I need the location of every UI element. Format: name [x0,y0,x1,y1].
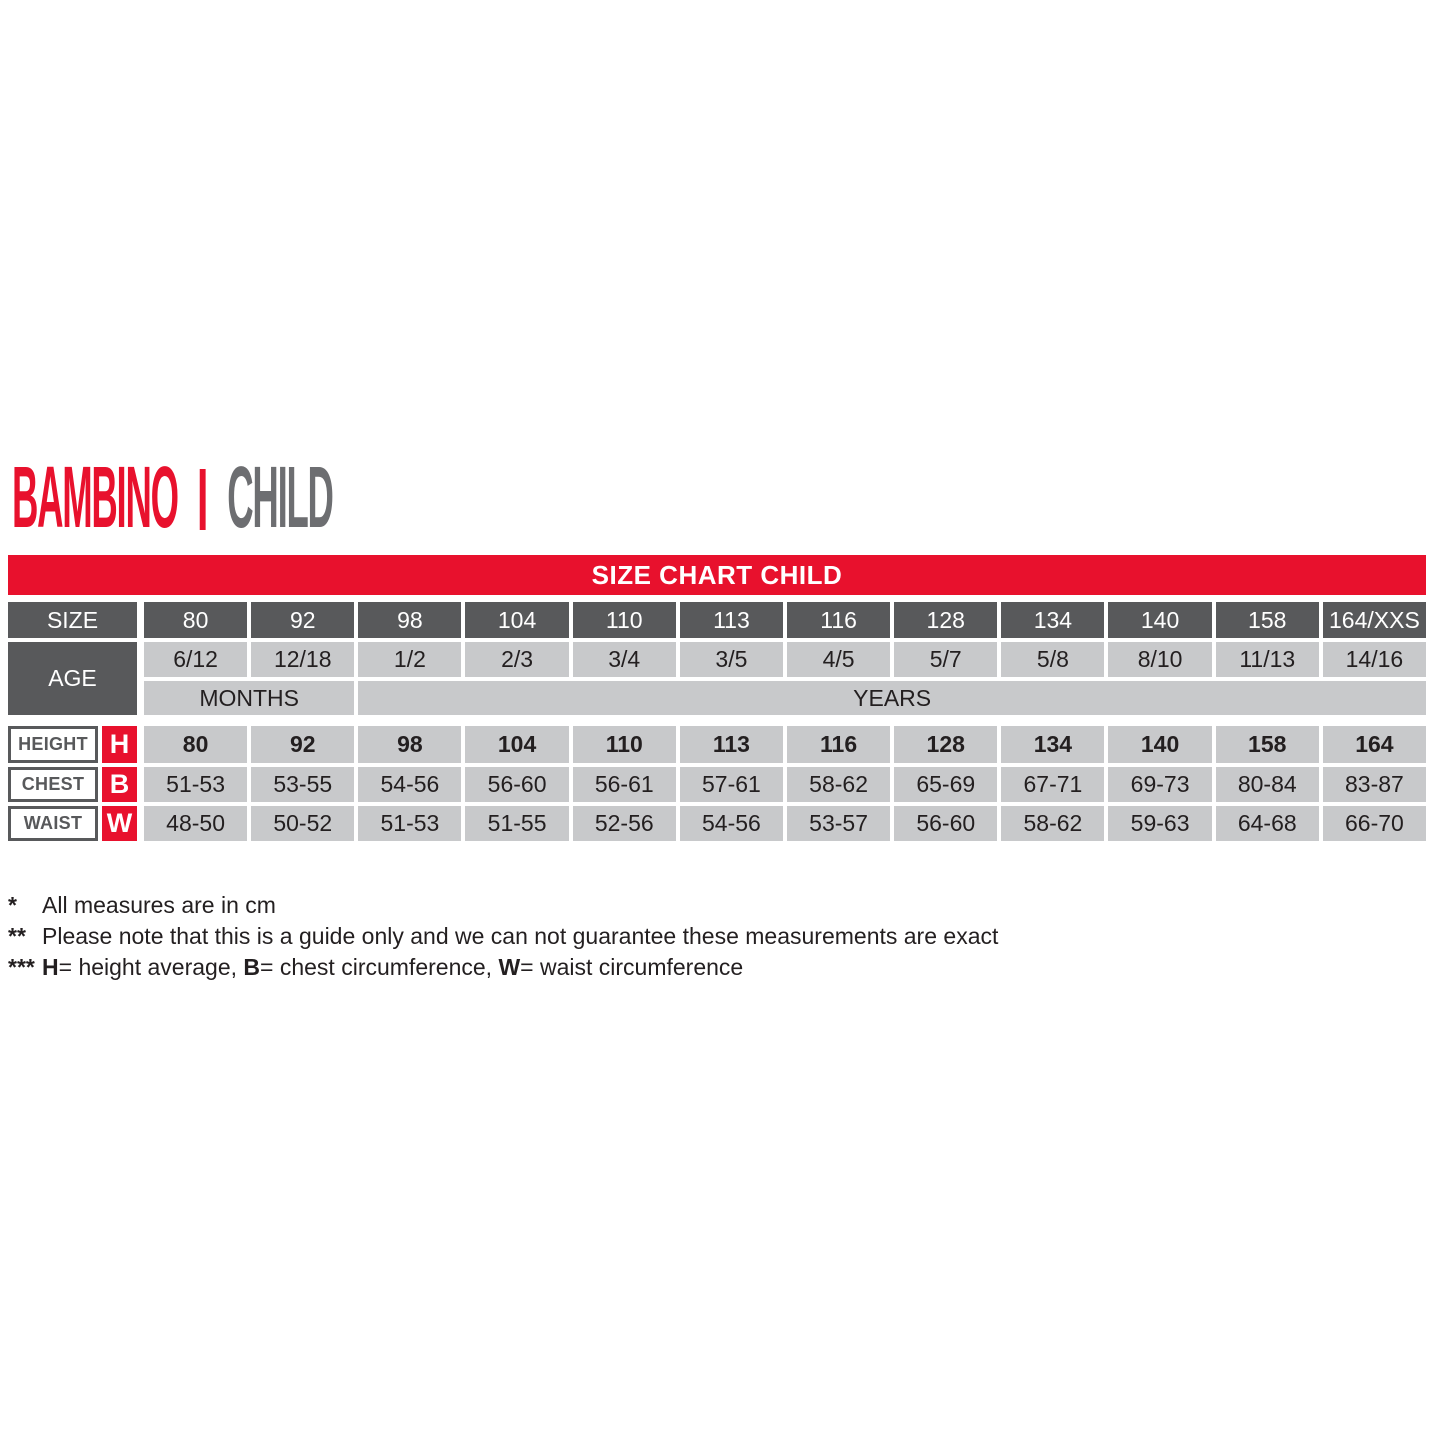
waist-cell: 59-63 [1108,806,1212,841]
age-cell: 3/4 [572,642,676,677]
footnote-legend: *** H= height average, B= chest circumfe… [8,952,1426,983]
footnotes: * All measures are in cm ** Please note … [8,890,1426,983]
height-cell: 104 [465,726,569,763]
age-cell: 5/7 [894,642,998,677]
waist-cell: 53-57 [786,806,891,841]
size-chart-banner: SIZE CHART CHILD [8,555,1426,595]
age-cell: 4/5 [786,642,891,677]
size-cell: 116 [786,602,891,638]
chest-cell: 58-62 [786,767,891,802]
size-cell: 134 [1001,602,1105,638]
height-label: HEIGHT [8,726,98,763]
height-cell: 140 [1108,726,1212,763]
content-area: BAMBINO CHILD SIZE CHART CHILD SIZE 80 9… [8,449,1426,983]
size-cell: 92 [251,602,355,638]
chest-cell: 54-56 [358,767,462,802]
size-cell: 128 [894,602,998,638]
footnote-marker: ** [8,923,26,949]
age-cell: 3/5 [679,642,783,677]
size-age-table: SIZE 80 92 98 104 110 113 116 128 134 14… [8,602,1426,715]
footnote-guide-only: ** Please note that this is a guide only… [8,921,1426,952]
age-cell: 11/13 [1215,642,1319,677]
age-cell: 1/2 [358,642,462,677]
waist-letter-badge: W [102,806,137,841]
waist-cell: 48-50 [144,806,248,841]
chest-cell: 69-73 [1108,767,1212,802]
title-translation: CHILD [227,449,334,546]
chest-cell: 67-71 [1001,767,1105,802]
footnote-marker: * [8,892,17,918]
size-cell: 80 [144,602,248,638]
footnote-text: H= height average, B= chest circumferenc… [42,954,744,980]
age-cell: 2/3 [465,642,569,677]
size-cell: 104 [465,602,569,638]
height-cell: 128 [894,726,998,763]
height-cell: 113 [679,726,783,763]
chest-cell: 56-61 [572,767,676,802]
footnote-marker: *** [8,954,35,980]
waist-cell: 50-52 [251,806,355,841]
height-cell: 110 [572,726,676,763]
age-cell: 12/18 [251,642,355,677]
page-title: BAMBINO CHILD [12,449,606,546]
waist-cell: 56-60 [894,806,998,841]
chest-cell: 56-60 [465,767,569,802]
years-band: YEARS [358,681,1426,715]
age-header: AGE [8,642,137,715]
chest-cell: 83-87 [1322,767,1426,802]
measurements-table: HEIGHT H 80 92 98 104 110 113 116 128 13… [8,726,1426,841]
chest-cell: 80-84 [1215,767,1319,802]
waist-label: WAIST [8,806,98,841]
height-cell: 158 [1215,726,1319,763]
waist-cell: 66-70 [1322,806,1426,841]
age-cell: 5/8 [1001,642,1105,677]
size-cell: 140 [1108,602,1212,638]
size-header: SIZE [8,602,137,638]
waist-row-label: WAIST W [8,806,137,841]
footnote-text: All measures are in cm [42,892,276,918]
footnote-text: Please note that this is a guide only an… [42,923,999,949]
age-cell: 14/16 [1322,642,1426,677]
waist-cell: 51-53 [358,806,462,841]
title-brand: BAMBINO [12,449,179,546]
height-cell: 164 [1322,726,1426,763]
months-band: MONTHS [144,681,355,715]
title-separator-bar [199,469,206,530]
size-cell: 158 [1215,602,1319,638]
chest-cell: 65-69 [894,767,998,802]
size-cell: 110 [572,602,676,638]
height-cell: 98 [358,726,462,763]
age-cell: 6/12 [144,642,248,677]
waist-cell: 64-68 [1215,806,1319,841]
chest-cell: 57-61 [679,767,783,802]
waist-cell: 54-56 [679,806,783,841]
waist-cell: 52-56 [572,806,676,841]
size-cell: 164/XXS [1322,602,1426,638]
banner-label: SIZE CHART CHILD [591,559,843,590]
chest-label: CHEST [8,767,98,802]
height-cell: 134 [1001,726,1105,763]
chest-row-label: CHEST B [8,767,137,802]
height-cell: 116 [786,726,891,763]
waist-cell: 58-62 [1001,806,1105,841]
chest-letter-badge: B [102,767,137,802]
height-letter-badge: H [102,726,137,763]
waist-cell: 51-55 [465,806,569,841]
chest-cell: 51-53 [144,767,248,802]
size-cell: 98 [358,602,462,638]
size-cell: 113 [679,602,783,638]
age-cell: 8/10 [1108,642,1212,677]
footnote-measures-in-cm: * All measures are in cm [8,890,1426,921]
chest-cell: 53-55 [251,767,355,802]
height-row-label: HEIGHT H [8,726,137,763]
height-cell: 92 [251,726,355,763]
height-cell: 80 [144,726,248,763]
